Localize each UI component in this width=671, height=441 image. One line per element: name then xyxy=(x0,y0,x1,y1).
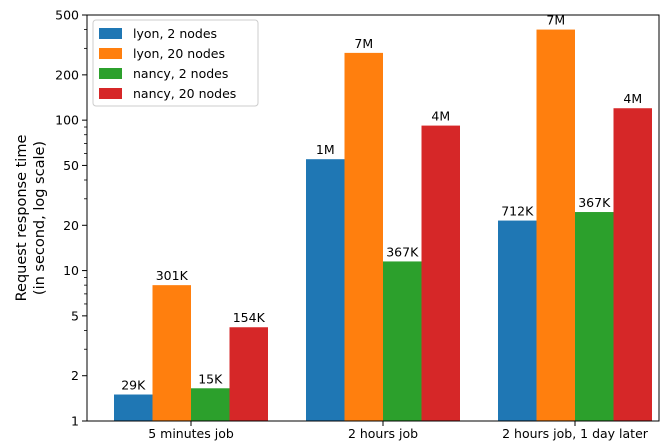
y-axis-title: Request response time (in second, log sca… xyxy=(14,135,48,302)
legend-swatch xyxy=(99,28,122,39)
bar-data-label: 367K xyxy=(386,244,419,259)
bar-data-label: 712K xyxy=(501,204,534,219)
plot-frame xyxy=(86,14,660,422)
bar-data-label: 301K xyxy=(156,268,189,283)
bar xyxy=(306,159,345,421)
legend-label: nancy, 2 nodes xyxy=(133,66,228,81)
legend-label: lyon, 20 nodes xyxy=(133,46,225,61)
x-tick-label: 5 minutes job xyxy=(148,426,234,441)
x-tick-label: 2 hours job, 1 day later xyxy=(502,426,649,441)
y-tick-label: 5 xyxy=(71,308,79,323)
bar xyxy=(613,108,652,421)
legend-swatch xyxy=(99,48,122,59)
y-tick-label: 2 xyxy=(71,368,79,383)
bar xyxy=(383,261,422,421)
legend-box xyxy=(92,19,259,107)
x-axis: 5 minutes job 2 hours job 2 hours job, 1 d… xyxy=(148,421,649,441)
legend-label: lyon, 2 nodes xyxy=(133,26,217,41)
bar xyxy=(229,327,268,421)
bar-data-label: 29K xyxy=(121,378,146,393)
bar xyxy=(152,285,191,421)
x-tick-label: 2 hours job xyxy=(348,426,418,441)
y-axis-title-line-1: Request response time xyxy=(14,135,30,302)
bar xyxy=(575,212,614,421)
bar-data-label: 154K xyxy=(233,310,266,325)
bar-data-label: 4M xyxy=(431,109,450,124)
bars xyxy=(114,29,652,422)
y-tick-label: 100 xyxy=(55,113,79,128)
bar-labels: 29K 301K 15K 154K 1M 7M 367K 4M 712K 7M 367K 4M xyxy=(121,13,642,393)
y-tick-label: 10 xyxy=(63,263,79,278)
bar xyxy=(536,29,575,422)
bar xyxy=(344,52,383,421)
bar-data-label: 367K xyxy=(578,195,611,210)
bar-data-label: 4M xyxy=(623,91,642,106)
bar-data-label: 1M xyxy=(316,142,335,157)
legend-swatch xyxy=(99,68,122,79)
y-axis: 1 2 5 10 20 50 100 200 500 xyxy=(55,8,87,429)
y-tick-label: 50 xyxy=(63,158,79,173)
bar-data-label: 15K xyxy=(198,371,223,386)
legend-swatch xyxy=(99,88,122,99)
y-tick-label: 1 xyxy=(71,414,79,429)
bar xyxy=(498,220,537,421)
legend: lyon, 2 nodes lyon, 20 nodes nancy, 2 node… xyxy=(92,19,259,107)
y-tick-label: 200 xyxy=(55,67,79,82)
y-axis-title-line-2: (in second, log scale) xyxy=(32,141,48,295)
bar-data-label: 7M xyxy=(546,13,565,28)
bar xyxy=(421,125,460,422)
y-tick-label: 20 xyxy=(63,218,79,233)
bar xyxy=(191,388,230,421)
y-tick-label: 500 xyxy=(55,8,79,23)
legend-label: nancy, 20 nodes xyxy=(133,86,236,101)
bar xyxy=(114,394,153,421)
bar-data-label: 7M xyxy=(354,36,373,51)
